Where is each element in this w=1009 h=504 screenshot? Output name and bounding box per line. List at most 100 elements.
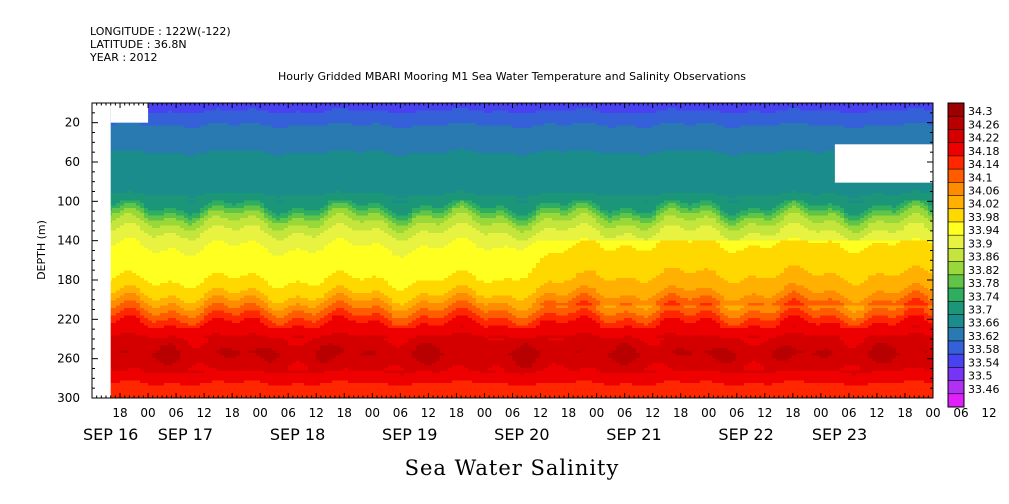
- x-hour-label: 06: [505, 406, 520, 420]
- heatmap-column: [196, 103, 201, 399]
- heatmap-column: [260, 103, 265, 399]
- x-date-label: SEP 21: [606, 425, 661, 444]
- heatmap-column: [400, 103, 405, 399]
- x-hour-label: 06: [393, 406, 408, 420]
- heatmap-column: [132, 103, 137, 399]
- longitude-label: LONGITUDE : 122W(-122): [90, 25, 231, 38]
- colorbar-swatch: [948, 143, 964, 157]
- heatmap-column: [664, 103, 669, 399]
- heatmap-column: [520, 103, 525, 399]
- heatmap-column: [336, 103, 341, 399]
- colorbar-swatch: [948, 129, 964, 143]
- heatmap-column: [252, 103, 257, 399]
- colorbar-label: 33.74: [968, 290, 1000, 303]
- heatmap-column: [560, 103, 565, 399]
- heatmap-column: [540, 103, 545, 399]
- heatmap-column: [512, 103, 517, 399]
- heatmap-column: [304, 103, 309, 399]
- heatmap-column: [672, 103, 677, 399]
- heatmap-column: [608, 103, 613, 399]
- heatmap-column: [284, 103, 289, 399]
- heatmap-column: [616, 103, 621, 399]
- colorbar-swatch: [948, 262, 964, 276]
- heatmap-column: [552, 103, 557, 399]
- x-hour-label: 00: [589, 406, 604, 420]
- heatmap-column: [528, 103, 533, 399]
- colorbar: 34.334.2634.2234.1834.1434.134.0634.0233…: [948, 103, 1000, 407]
- colorbar-swatch: [948, 169, 964, 183]
- y-tick-label: 300: [57, 391, 80, 405]
- colorbar-label: 33.9: [968, 237, 993, 250]
- missing-data-region: [111, 103, 148, 123]
- heatmap-column: [188, 103, 193, 399]
- x-date-label: SEP 22: [718, 425, 773, 444]
- x-date-label: SEP 20: [494, 425, 549, 444]
- heatmap-column: [588, 103, 593, 399]
- colorbar-swatch: [948, 394, 964, 408]
- x-hour-label: 12: [645, 406, 660, 420]
- heatmap-column: [780, 103, 785, 399]
- heatmap-column: [812, 103, 817, 399]
- heatmap-column: [312, 103, 317, 399]
- heatmap-column: [296, 103, 301, 399]
- heatmap-column: [120, 103, 125, 399]
- heatmap-column: [604, 103, 609, 399]
- colorbar-label: 33.94: [968, 224, 1000, 237]
- plot-area: [92, 103, 937, 399]
- heatmap-column: [356, 103, 361, 399]
- x-hour-label: 00: [253, 406, 268, 420]
- heatmap-column: [476, 103, 481, 399]
- x-hour-label: 18: [225, 406, 240, 420]
- heatmap-column: [764, 103, 769, 399]
- heatmap-column: [692, 103, 697, 399]
- x-hour-label: 18: [449, 406, 464, 420]
- heatmap-column: [256, 103, 261, 399]
- colorbar-swatch: [948, 156, 964, 170]
- heatmap-column: [332, 103, 337, 399]
- heatmap-column: [820, 103, 825, 399]
- heatmap-column: [436, 103, 441, 399]
- x-hour-label: 18: [337, 406, 352, 420]
- heatmap-column: [620, 103, 625, 399]
- heatmap-column: [348, 103, 353, 399]
- colorbar-swatch: [948, 341, 964, 355]
- heatmap-column: [300, 103, 305, 399]
- heatmap-column: [732, 103, 737, 399]
- y-tick-label: 260: [57, 352, 80, 366]
- heatmap-column: [804, 103, 809, 399]
- x-hour-label: 06: [841, 406, 856, 420]
- x-hour-label: 12: [196, 406, 211, 420]
- colorbar-label: 33.46: [968, 383, 1000, 396]
- heatmap-column: [144, 103, 149, 399]
- heatmap-column: [168, 103, 173, 399]
- heatmap-column: [412, 103, 417, 399]
- colorbar-swatch: [948, 275, 964, 289]
- x-hour-label: 00: [925, 406, 940, 420]
- x-hour-label: 06: [168, 406, 183, 420]
- heatmap-column: [184, 103, 189, 399]
- heatmap-column: [624, 103, 629, 399]
- colorbar-swatch: [948, 116, 964, 130]
- heatmap-column: [308, 103, 313, 399]
- x-hour-label: 00: [477, 406, 492, 420]
- heatmap-column: [596, 103, 601, 399]
- heatmap-column: [480, 103, 485, 399]
- heatmap-column: [768, 103, 773, 399]
- heatmap-column: [248, 103, 253, 399]
- y-tick-label: 180: [57, 273, 80, 287]
- heatmap-column: [708, 103, 713, 399]
- heatmap-column: [600, 103, 605, 399]
- heatmap-column: [688, 103, 693, 399]
- heatmap-column: [784, 103, 789, 399]
- chart-title: Hourly Gridded MBARI Mooring M1 Sea Wate…: [278, 70, 746, 83]
- heatmap-column: [176, 103, 181, 399]
- heatmap-column: [648, 103, 653, 399]
- colorbar-label: 34.18: [968, 145, 1000, 158]
- x-hour-label: 12: [421, 406, 436, 420]
- heatmap-column: [696, 103, 701, 399]
- heatmap-column: [456, 103, 461, 399]
- heatmap-column: [200, 103, 205, 399]
- heatmap-column: [828, 103, 833, 399]
- y-tick-label: 60: [65, 155, 80, 169]
